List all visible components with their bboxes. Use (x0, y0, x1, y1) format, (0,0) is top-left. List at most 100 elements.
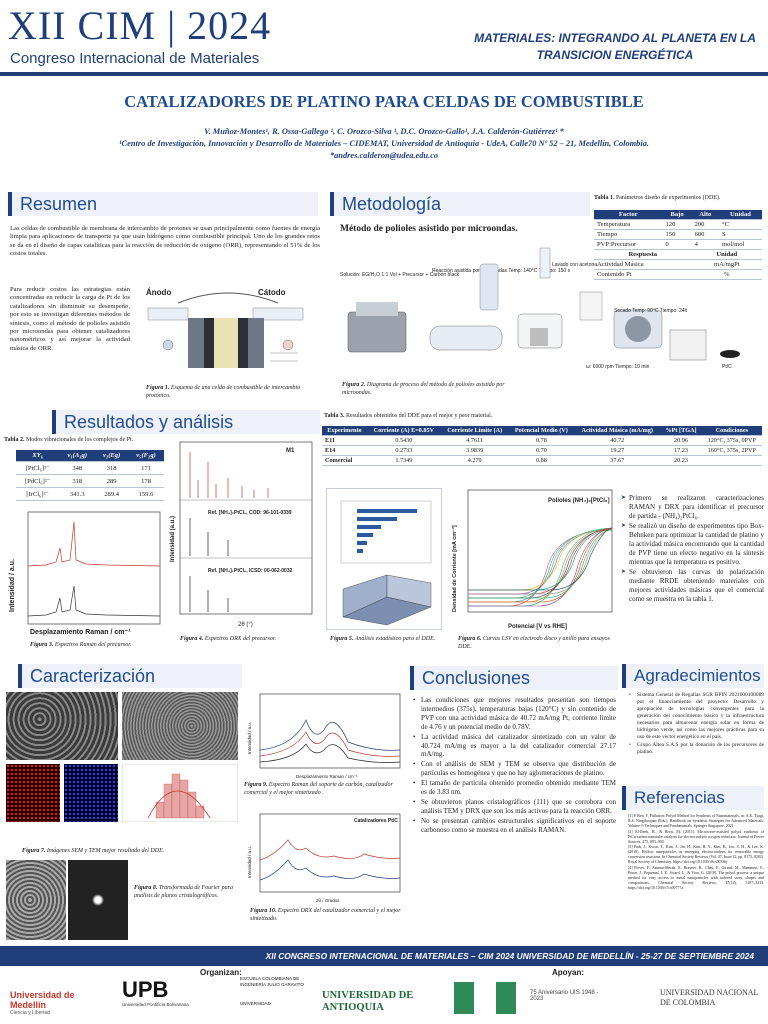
logo-eci-name: ESCUELA COLOMBIANA DE INGENIERÍA JULIO G… (240, 976, 304, 987)
congress-logo-subtitle: Congreso Internacional de Materiales (10, 50, 260, 67)
figure-10-caption: Figura 10. Espectro DRX del catalizador … (250, 908, 406, 923)
lsv-curve (468, 527, 613, 599)
figure-10-caption-text: Espectro DRX del catalizador comercial y… (250, 908, 401, 922)
list-item: Las condiciones que mejores resultados p… (412, 696, 616, 732)
table-cell: 159.6 (128, 487, 164, 501)
lsv-curve (468, 529, 613, 595)
table-cell: 37.67 (574, 455, 661, 466)
figure-8-fft-images (6, 860, 128, 940)
table-1-caption-num: Tabla 1. (594, 195, 615, 201)
fig9-ylabel: Intensidad / a.u. (247, 722, 252, 754)
table-row: E11 0.5430 4.7611 0.78 40.72 20.96 120°C… (322, 435, 762, 446)
table-row: Actividad Másica mA/mgPt (594, 259, 762, 270)
figure-4-caption-text: Espectros DRX del precursor. (204, 636, 277, 642)
table-3-header: Experimento (322, 426, 367, 436)
table-2-caption-num: Tabla 2. (4, 437, 25, 443)
table-2: XY₆ ν₁(A₁g) ν₂(Eg) ν₅(F₂g) [PtCl₆]²⁻ 348… (16, 450, 164, 501)
table-3-header: Corriente (A) E=0.85V (366, 426, 441, 436)
hrtem-image (6, 860, 66, 940)
fig4-ref1-label: Ref. [NH₄]₂PtCl₆, COD: 96-101-0339 (208, 510, 292, 516)
figure-2-process-diagram: Solución: EG/H₂O 1:1 Vol + Precursor + C… (334, 244, 760, 378)
table-cell: Unidad (691, 249, 762, 260)
agradecimientos-heading: Agradecimientos (622, 664, 764, 688)
fig4-xlabel: 2θ (°) (238, 622, 253, 628)
logo-unal-name: UNIVERSIDAD NACIONAL DE COLOMBIA (660, 988, 759, 1007)
fig9-xlabel: Desplazamiento Raman / cm⁻¹ (296, 774, 358, 779)
figure-9-caption: Figura 9. Espectro Raman del soporte de … (244, 782, 406, 797)
table-cell: 171 (128, 461, 164, 475)
figure-5-caption-num: Figura 5. (330, 636, 354, 642)
conclusiones-heading: Conclusiones (410, 666, 618, 690)
poster-title: CATALIZADORES DE PLATINO PARA CELDAS DE … (124, 92, 644, 111)
figure-7-caption-text: Imágenes SEM y TEM mejor resultado del D… (46, 848, 165, 854)
figure-1-fuel-cell: Ánodo Cátodo (138, 283, 318, 383)
table-2-header-row: XY₆ ν₁(A₁g) ν₂(Eg) ν₅(F₂g) (16, 450, 164, 462)
authors-block: V. Muñoz-Montes¹, R. Ossa-Gallego ¹, C. … (0, 126, 768, 162)
figure-5-caption: Figura 5. Análisis estadístico para el D… (330, 636, 446, 644)
table-cell: Temperatura (594, 219, 663, 230)
table-3-caption-num: Tabla 3. (324, 413, 345, 419)
fig6-ylabel: Densidad de Corriente [mA cm⁻²] (451, 525, 458, 612)
figure-3-caption: Figura 3. Espectros Raman del precursor. (30, 642, 150, 650)
logo-eci: ESCUELA COLOMBIANA DE INGENIERÍA JULIO G… (240, 976, 310, 1006)
table-1-header: Factor (594, 210, 663, 220)
list-item: Se obtuvieron las curvas de polarización… (620, 568, 764, 604)
figure-6-lsv-plot: Polioles (NH₄)₂[PtCl₆] Potencial [V vs R… (448, 484, 616, 634)
table-1: Factor Bajo Alto Unidad Temperatura 120 … (594, 210, 762, 280)
logo-udem-sub: Ciencia y Libertad (10, 1010, 51, 1016)
lsv-curve (468, 527, 613, 595)
resumen-paragraph-2: Para reducir costos las estrategias está… (10, 286, 130, 352)
list-item: [2] El-Deeb, H., & Bron, M. (2015). Micr… (628, 829, 764, 844)
table-row: Temperatura 120 200 °C (594, 219, 762, 230)
logo-upb-sub: Universidad Pontificia Bolivariana (122, 1002, 189, 1007)
figure-8-caption-num: Figura 8. (134, 885, 158, 891)
table-cell: 4.7611 (440, 435, 509, 446)
table-row: [PdCl₆]²⁻ 318 289 178 (16, 474, 164, 488)
logo-udea: UNIVERSIDAD DE ANTIOQUIA (322, 990, 442, 1014)
referencias-heading: Referencias (622, 786, 764, 810)
table-row: Tiempo 150 600 S (594, 229, 762, 240)
caracterizacion-heading: Caracterización (18, 664, 242, 688)
table-cell: 0.70 (508, 445, 575, 456)
figure-10-xrd-plot: Catalizadores Pt/C Intensidad / a.u. 2θ … (244, 810, 404, 906)
sponsor-logo-green-1 (454, 982, 474, 1014)
figure-7-caption: Figura 7. Imágenes SEM y TEM mejor resul… (22, 848, 232, 856)
lsv-curve (468, 527, 613, 591)
table-1-caption: Tabla 1. Parámetros diseño de experiment… (594, 195, 764, 201)
table-row: Comercial 1.7349 4.279 0.88 37.67 20.23 (322, 455, 762, 466)
table-2-header: XY₆ (16, 450, 60, 462)
organizan-label: Organizan: (200, 968, 242, 977)
sponsor-logo-green-2 (496, 982, 516, 1014)
table-2-header: ν₅(F₂g) (128, 450, 164, 462)
fig10-title: Catalizadores Pt/C (354, 818, 398, 824)
table-cell: 0.2733 (366, 445, 441, 456)
list-item: [3] Park, J., Kwon, T., Kim, J., Jin, H.… (628, 845, 764, 865)
table-cell: 0.78 (508, 435, 575, 446)
table-cell: S (719, 229, 762, 240)
figure-6-caption: Figura 6. Curvas LSV en electrodo disco … (458, 636, 618, 651)
resumen-heading: Resumen (8, 192, 318, 216)
table-3-caption-text: Resultados obtenidos del DDE para el mej… (345, 413, 493, 419)
table-row: [IrCl₆]²⁻ 341.3 289.4 159.6 (16, 487, 164, 501)
table-cell: Comercial (322, 455, 367, 466)
table-3: Experimento Corriente (A) E=0.85V Corrie… (322, 426, 762, 466)
metodologia-heading: Metodología (330, 192, 590, 216)
fig3-xlabel: Desplazamiento Raman / cm⁻¹ (30, 629, 131, 636)
table-cell: 0 (662, 239, 692, 250)
table-cell: 120°C, 375s, 0PVP (701, 435, 762, 446)
table-cell: Actividad Másica (594, 259, 692, 270)
sem-image (6, 692, 118, 760)
table-cell: °C (719, 219, 762, 230)
table-cell: 289.4 (95, 487, 129, 501)
table-row: E14 0.2733 3.9839 0.70 19.27 17.23 160°C… (322, 445, 762, 456)
figure-8-caption: Figura 8. Transformada de Fourier para a… (134, 885, 240, 900)
figure-2-caption-text: Diagrama de proceso del método de poliol… (342, 382, 505, 396)
table-cell: 17.23 (660, 445, 702, 456)
sponsor-logos-row (448, 978, 528, 1018)
list-item: [1] P. Ren, Y. Pullution; Polyol Method … (628, 814, 764, 828)
table-cell: [PdCl₆]²⁻ (16, 474, 60, 488)
table-1-header: Bajo (662, 210, 692, 220)
fig10-ylabel: Intensidad / a.u. (247, 846, 252, 878)
table-cell: 4 (691, 239, 719, 250)
figure-3-caption-num: Figura 3. (30, 642, 54, 648)
